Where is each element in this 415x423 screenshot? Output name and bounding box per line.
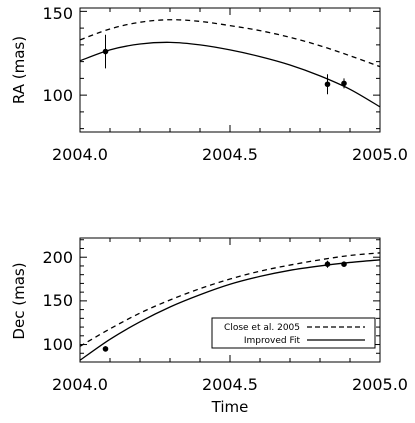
ra-data-point-0	[102, 48, 109, 55]
ra-xtick-label-2: 2005.0	[352, 145, 408, 164]
dec-ytick-label-150: 150	[42, 291, 73, 310]
ra-lines	[79, 19, 381, 108]
legend-label-improved: Improved Fit	[244, 336, 301, 346]
legend-box	[211, 317, 376, 349]
dec-series-dashed	[79, 252, 381, 347]
ra-points	[102, 34, 347, 95]
dec-data-point-2	[341, 261, 347, 267]
dec-xlabel: Time	[211, 398, 249, 416]
dec-points	[102, 260, 347, 352]
dec-ticks	[79, 238, 381, 363]
dec-xtick-label-0: 2004.0	[52, 375, 108, 394]
legend: Close et al. 2005 Improved Fit	[211, 317, 376, 349]
dec-ylabel: Dec (mas)	[10, 262, 28, 339]
ra-ytick-label-150: 150	[42, 4, 73, 23]
legend-label-close: Close et al. 2005	[224, 323, 300, 333]
ra-ylabel: RA (mas)	[10, 36, 28, 104]
ra-xtick-label-1: 2004.5	[202, 145, 258, 164]
ra-data-point-2	[341, 80, 347, 87]
dec-xtick-label-1: 2004.5	[202, 375, 258, 394]
ra-ytick-label-100: 100	[42, 86, 73, 105]
ra-axis-frame	[79, 7, 381, 133]
dec-data-point-1	[324, 261, 331, 267]
ra-series-dashed	[79, 19, 381, 68]
dec-data-point-0	[102, 346, 109, 352]
ra-series-solid	[79, 41, 381, 108]
dec-ytick-label-100: 100	[42, 335, 73, 354]
dec-panel: 2004.0 2004.5 2005.0 100 150 200 Dec (ma…	[10, 237, 408, 416]
ra-ticks	[79, 8, 381, 132]
dec-xtick-label-2: 2005.0	[352, 375, 408, 394]
dec-ytick-label-200: 200	[42, 248, 73, 267]
ra-xtick-label-0: 2004.0	[52, 145, 108, 164]
ra-panel: 2004.0 2004.5 2005.0 100 150 RA (mas)	[10, 4, 408, 164]
ra-data-point-1	[324, 81, 331, 88]
